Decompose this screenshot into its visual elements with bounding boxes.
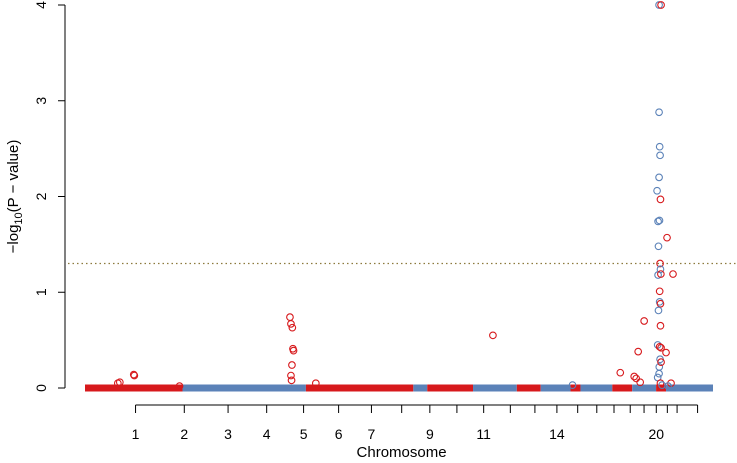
x-tick-label: 20 [648, 426, 664, 442]
snp-point [654, 306, 663, 315]
snp-point [656, 321, 665, 330]
snp-point [657, 358, 665, 366]
snp-point [636, 378, 645, 387]
x-tick-label: 9 [426, 426, 434, 442]
snp-point [654, 242, 663, 251]
snp-point [655, 108, 663, 117]
y-tick-label: 1 [33, 288, 49, 296]
x-tick-label: 7 [368, 426, 376, 442]
snp-point [175, 382, 184, 390]
snp-point [286, 313, 294, 321]
snp-point [287, 371, 295, 380]
snp-point [669, 270, 677, 278]
snp-point [655, 287, 664, 296]
snp-point [632, 374, 641, 383]
snp-point [287, 376, 296, 385]
y-tick-label: 4 [33, 1, 49, 9]
snp-point [489, 331, 497, 340]
snp-point [289, 346, 298, 355]
x-tick-label: 4 [263, 426, 271, 442]
x-axis-title: Chromosome [357, 444, 447, 461]
snp-point [288, 323, 297, 332]
x-tick-label: 2 [180, 426, 188, 442]
snp-points [113, 1, 677, 390]
y-tick-label: 0 [33, 384, 49, 392]
snp-point [616, 368, 625, 377]
snp-point [655, 1, 663, 9]
snp-point [640, 317, 649, 325]
snp-point [653, 186, 661, 195]
x-tick-label: 3 [224, 426, 232, 442]
y-axis: 0 1 2 3 4 [33, 1, 66, 392]
y-tick-label: 2 [33, 192, 49, 200]
snp-point [115, 378, 124, 387]
snp-point [655, 142, 664, 151]
snp-point [655, 342, 664, 351]
snp-point [655, 173, 663, 182]
snp-point [288, 361, 296, 369]
snp-point [568, 381, 577, 389]
snp-point [656, 379, 665, 388]
snp-point [664, 382, 672, 390]
snp-point [656, 299, 665, 308]
x-tick-label: 1 [132, 426, 140, 442]
y-axis-title: −log10(P − value) [5, 140, 25, 254]
snp-point [656, 195, 665, 204]
snp-point [657, 1, 665, 9]
snp-point [656, 151, 664, 160]
snp-point [634, 347, 643, 356]
x-tick-label: 14 [549, 426, 565, 442]
snp-point [654, 217, 662, 226]
snp-point [657, 270, 665, 278]
snp-point [311, 379, 320, 388]
y-tick-label: 3 [33, 97, 49, 105]
x-tick-label: 11 [476, 426, 491, 442]
snp-point [287, 319, 295, 328]
snp-point [130, 371, 139, 380]
snp-point [657, 343, 665, 352]
snp-point [630, 372, 639, 381]
x-axis: 1 2 3 4 5 6 7 9 11 14 20 [132, 404, 699, 442]
x-tick-label: 5 [300, 426, 308, 442]
snp-point [655, 369, 663, 378]
x-tick-label: 6 [335, 426, 343, 442]
snp-point [656, 259, 664, 268]
snp-point [655, 216, 664, 225]
snp-point [663, 233, 671, 242]
snp-point [662, 348, 670, 357]
